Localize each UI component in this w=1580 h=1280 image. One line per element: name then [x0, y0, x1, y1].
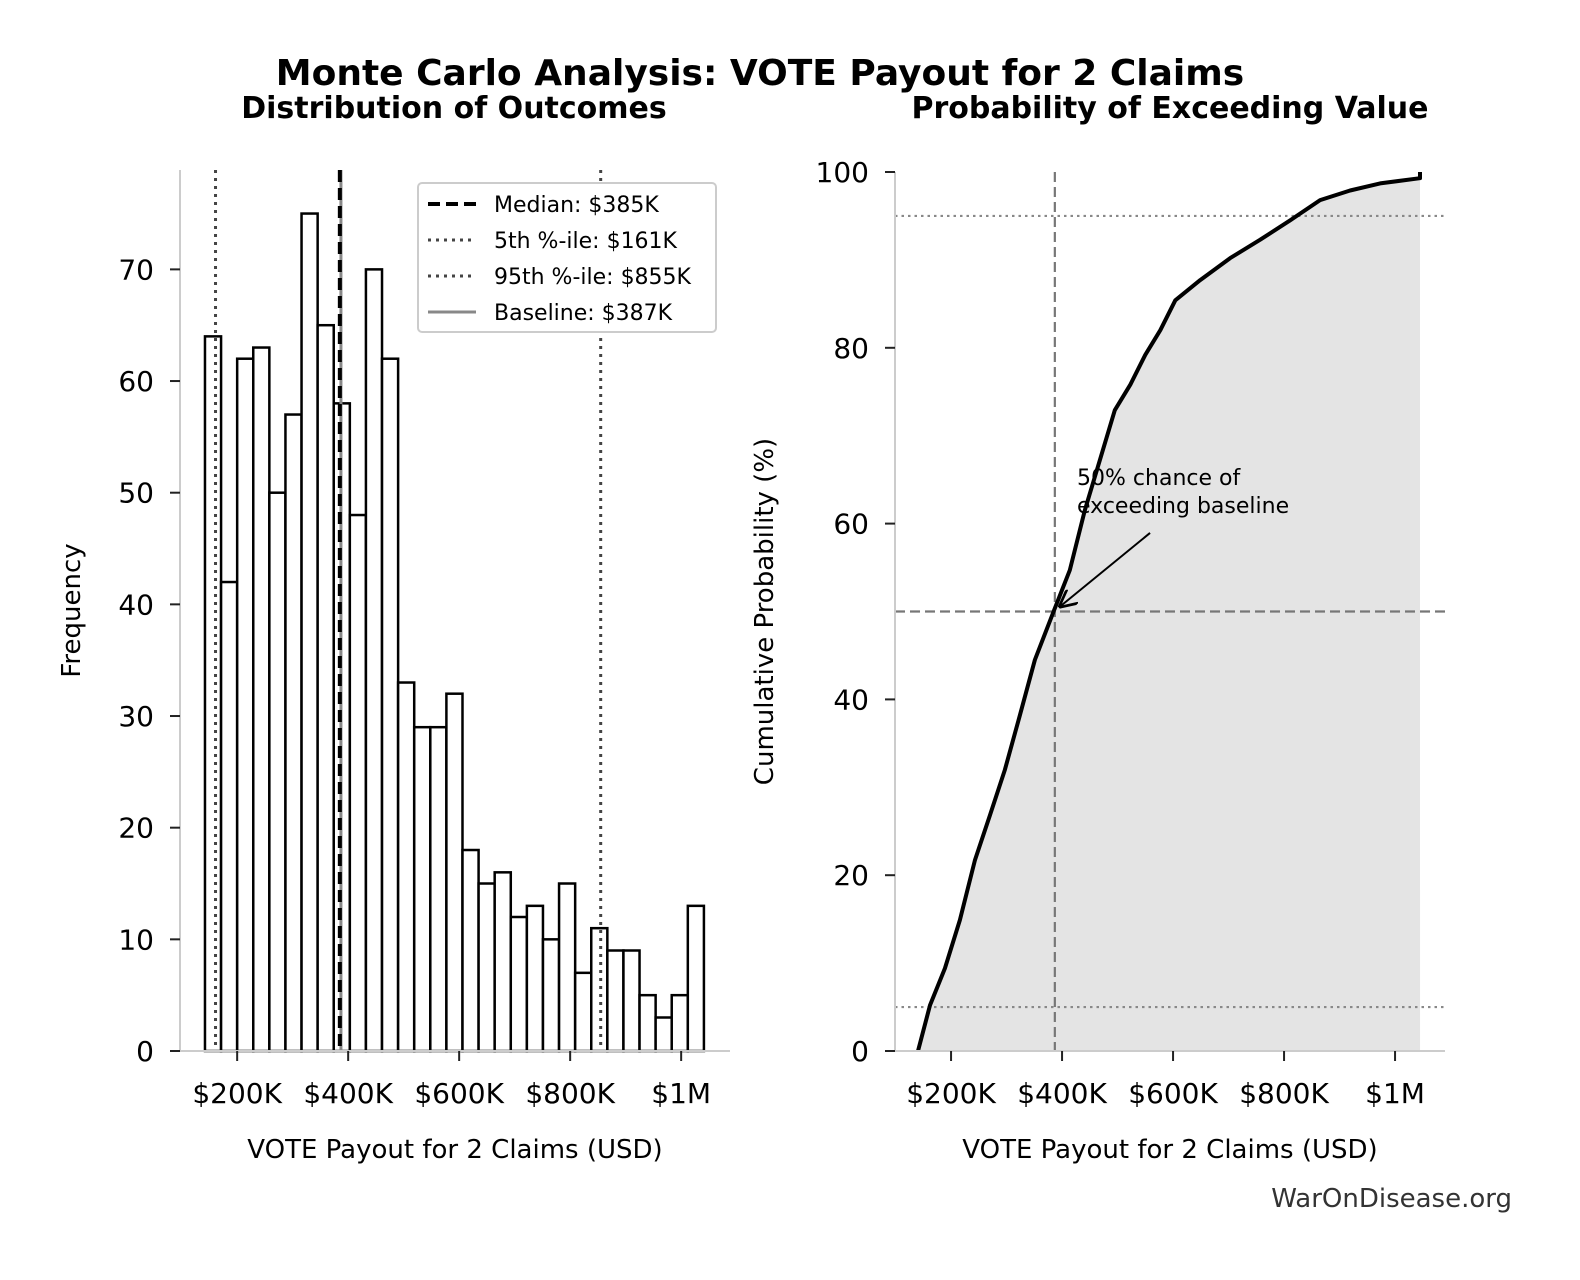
- x-tick-label: $800K: [525, 1077, 615, 1110]
- x-tick-label: $1M: [651, 1077, 711, 1110]
- y-tick-label: 70: [118, 253, 154, 286]
- x-axis-label: VOTE Payout for 2 Claims (USD): [247, 1135, 662, 1165]
- bar: [493, 871, 513, 1053]
- legend-label: 5th %-ile: $161K: [494, 229, 678, 254]
- legend-label: Median: $385K: [494, 193, 659, 218]
- bar: [509, 915, 529, 1053]
- y-tick-label: 40: [833, 683, 869, 716]
- legend-frame: [417, 182, 717, 333]
- cdf-line: [916, 172, 1422, 1052]
- x-tick-label: $400K: [1017, 1077, 1107, 1110]
- y-tick-label: 30: [118, 700, 154, 733]
- bar: [284, 413, 303, 1053]
- annotation-text: 50% chance of: [1077, 466, 1241, 491]
- figure-title: Monte Carlo Analysis: VOTE Payout for 2 …: [276, 53, 1244, 94]
- legend-label: 95th %-ile: $855K: [494, 265, 692, 290]
- bar: [557, 882, 577, 1053]
- bar: [412, 725, 432, 1053]
- bar: [686, 904, 706, 1053]
- bar: [252, 346, 271, 1053]
- annotation-arrow: [1059, 532, 1151, 608]
- y-tick-label: 0: [851, 1035, 869, 1068]
- bar: [380, 357, 400, 1053]
- bar: [364, 268, 384, 1053]
- legend: Median: $385K 5th %-ile: $161K 95th %-ile:…: [417, 182, 717, 333]
- y-tick-label: 20: [118, 812, 154, 845]
- x-tick-label: $400K: [303, 1077, 393, 1110]
- bar: [300, 212, 319, 1053]
- bar: [606, 949, 625, 1053]
- y-axis-label: Cumulative Probability (%): [750, 438, 780, 785]
- bar: [573, 971, 593, 1053]
- legend-label: Baseline: $387K: [494, 301, 673, 326]
- x-tick-label: $600K: [414, 1077, 504, 1110]
- y-tick-label: 60: [833, 508, 869, 541]
- x-tick-label: $800K: [1239, 1077, 1329, 1110]
- y-tick-label: 50: [118, 477, 154, 510]
- bar: [638, 993, 657, 1053]
- y-tick-label: 80: [833, 332, 869, 365]
- bar: [461, 848, 480, 1053]
- bar: [541, 938, 561, 1053]
- bar: [445, 692, 464, 1053]
- y-tick-label: 40: [118, 588, 154, 621]
- bar: [622, 949, 641, 1053]
- bar: [477, 882, 496, 1053]
- bar: [654, 1016, 673, 1053]
- y-tick-label: 60: [118, 365, 154, 398]
- y-tick-label: 100: [816, 156, 869, 189]
- bar: [203, 335, 223, 1053]
- y-tick-label: 0: [136, 1035, 154, 1068]
- annotation-text: exceeding baseline: [1077, 494, 1289, 519]
- bar: [316, 323, 335, 1053]
- x-tick-label: $200K: [906, 1077, 996, 1110]
- x-tick-label: $600K: [1128, 1077, 1218, 1110]
- bar: [219, 580, 239, 1053]
- watermark: WarOnDisease.org: [1271, 1184, 1512, 1214]
- bar: [268, 491, 287, 1053]
- bar: [670, 993, 690, 1053]
- x-tick-label: $1M: [1365, 1077, 1425, 1110]
- x-tick-label: $200K: [192, 1077, 282, 1110]
- x-axis-label: VOTE Payout for 2 Claims (USD): [962, 1135, 1377, 1165]
- bar: [396, 681, 416, 1053]
- bar: [235, 357, 255, 1053]
- y-tick-label: 10: [118, 923, 154, 956]
- bar: [348, 513, 368, 1053]
- y-tick-label: 20: [833, 859, 869, 892]
- axes-title: Distribution of Outcomes: [241, 91, 667, 126]
- y-axis-label: Frequency: [57, 543, 87, 677]
- bar: [429, 725, 448, 1053]
- bar: [525, 904, 545, 1053]
- axes-title: Probability of Exceeding Value: [911, 91, 1428, 126]
